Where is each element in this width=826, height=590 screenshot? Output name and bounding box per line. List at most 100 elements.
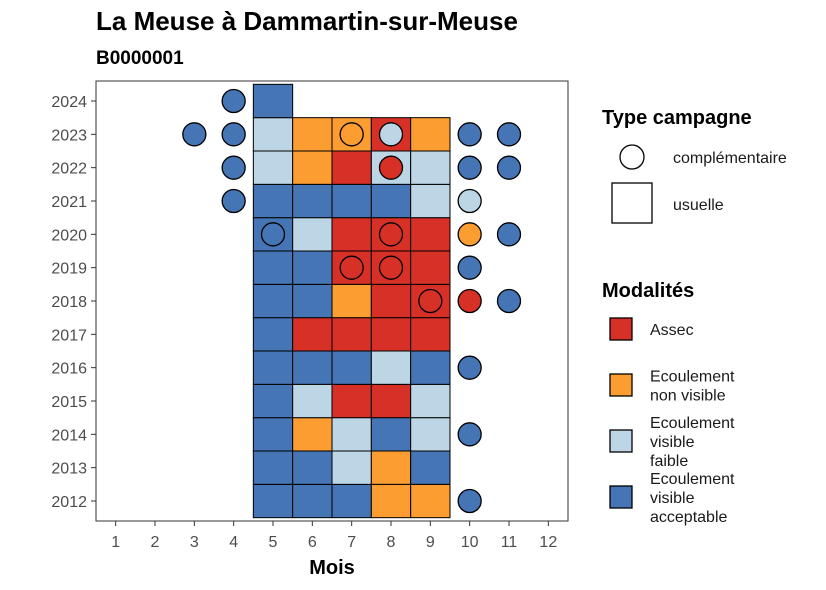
y-axis: 2012 2013 2014 2015 2016 2017 2018 2019 2020 2021…: [51, 94, 96, 511]
legend-swatch-1: [609, 373, 633, 397]
tile-2019-9: [410, 250, 451, 285]
tile-2019-5: [252, 250, 294, 285]
tile-2018-5: [252, 283, 294, 319]
tile-2022-5: [252, 150, 294, 185]
tile-2015-8: [370, 383, 412, 419]
tile-2014-9: [410, 417, 451, 452]
tile-2013-8: [370, 450, 412, 485]
tile-2021-6: [292, 183, 333, 219]
x-tick-label-11: 11: [501, 534, 518, 551]
y-tick-label-2024: 2024: [51, 94, 87, 111]
tile-2022-6: [292, 150, 333, 185]
point-2022-8: [378, 155, 404, 180]
point-2019-10: [457, 255, 482, 280]
tile-2018-6: [292, 283, 333, 319]
tile-2012-9: [410, 483, 451, 519]
y-tick-label-2013: 2013: [51, 461, 87, 478]
tile-2016-7: [331, 350, 372, 385]
point-2019-7: [339, 255, 364, 280]
y-tick-label-2019: 2019: [51, 261, 87, 278]
y-tick-label-2014: 2014: [51, 427, 87, 444]
tile-2017-7: [331, 317, 372, 352]
tile-2022-9: [410, 150, 451, 185]
tile-2015-7: [331, 383, 372, 419]
chart-subtitle: B0000001: [96, 48, 184, 69]
point-2023-3: [182, 122, 207, 147]
point-2018-9: [418, 288, 443, 314]
legend-label-0: Assec: [650, 322, 694, 339]
legend-swatch-0: [609, 317, 633, 341]
point-2024-4: [221, 88, 246, 114]
legend-label-2: Ecoulement visible faible: [650, 415, 735, 470]
tile-2014-5: [252, 417, 294, 452]
x-tick-label-2: 2: [151, 534, 160, 551]
tile-2017-8: [370, 317, 412, 352]
tile-2013-7: [331, 450, 372, 485]
tile-2015-9: [410, 383, 451, 419]
tile-2016-5: [252, 350, 294, 385]
x-tick-label-12: 12: [539, 534, 557, 551]
x-tick-label-9: 9: [426, 534, 435, 551]
x-tick-label-4: 4: [229, 534, 238, 551]
tile-2018-7: [331, 283, 372, 319]
point-2020-10: [457, 222, 482, 247]
legend: Type campagne complémentaire usuelle Mod…: [602, 107, 787, 526]
chart-title: La Meuse à Dammartin-sur-Meuse: [96, 6, 518, 36]
tile-2012-7: [331, 483, 372, 519]
point-2020-8: [378, 222, 404, 247]
x-tick-label-1: 1: [111, 534, 120, 551]
y-tick-label-2020: 2020: [51, 227, 87, 244]
tile-2013-6: [292, 450, 333, 485]
tile-2024-5: [252, 83, 294, 119]
point-2023-8: [378, 122, 404, 147]
tile-2015-5: [252, 383, 294, 419]
tile-2014-8: [370, 417, 412, 452]
tile-2021-5: [252, 183, 294, 219]
tile-2020-7: [331, 217, 372, 252]
point-2014-10: [457, 422, 482, 447]
point-2023-11: [496, 122, 522, 147]
x-tick-label-7: 7: [347, 534, 356, 551]
point-2022-4: [221, 155, 246, 180]
legend-swatch-3: [609, 485, 633, 509]
tile-2023-5: [252, 117, 294, 152]
point-2023-10: [457, 122, 482, 147]
tile-2019-6: [292, 250, 333, 285]
tile-2015-6: [292, 383, 333, 419]
x-tick-label-6: 6: [308, 534, 317, 551]
y-tick-label-2018: 2018: [51, 294, 87, 311]
legend-color-title: Modalités: [602, 280, 694, 302]
point-2023-4: [221, 122, 246, 147]
point-2020-5: [260, 222, 286, 247]
point-2019-8: [378, 255, 404, 280]
tile-2022-7: [331, 150, 372, 185]
color-legend-entries: Assec Ecoulement non visible Ecoulement visi…: [609, 317, 735, 526]
legend-shape-label-circle: complémentaire: [673, 150, 787, 167]
point-layer: [182, 88, 522, 514]
tile-2017-5: [252, 317, 294, 352]
legend-swatch-2: [609, 429, 633, 453]
x-axis: 1 2 3 4 5 6 7 8 9 10 11 12: [111, 521, 557, 551]
tile-2012-5: [252, 483, 294, 519]
x-tick-label-10: 10: [461, 534, 479, 551]
tile-2016-9: [410, 350, 451, 385]
tile-2017-9: [410, 317, 451, 352]
point-2021-4: [221, 188, 246, 214]
tile-2020-9: [410, 217, 451, 252]
tile-2012-6: [292, 483, 333, 519]
legend-label-3: Ecoulement visible acceptable: [650, 471, 735, 526]
tile-2021-7: [331, 183, 372, 219]
legend-shape-label-square: usuelle: [673, 197, 724, 214]
tile-2023-9: [410, 117, 451, 152]
tile-2016-8: [370, 350, 412, 385]
tile-2018-8: [370, 283, 412, 319]
x-axis-title: Mois: [309, 557, 355, 579]
point-2020-11: [496, 222, 522, 247]
y-tick-label-2015: 2015: [51, 394, 87, 411]
tile-2013-9: [410, 450, 451, 485]
point-2018-10: [457, 288, 482, 314]
point-2018-11: [496, 288, 522, 314]
tile-2021-8: [370, 183, 412, 219]
legend-circle-key: [619, 144, 645, 170]
